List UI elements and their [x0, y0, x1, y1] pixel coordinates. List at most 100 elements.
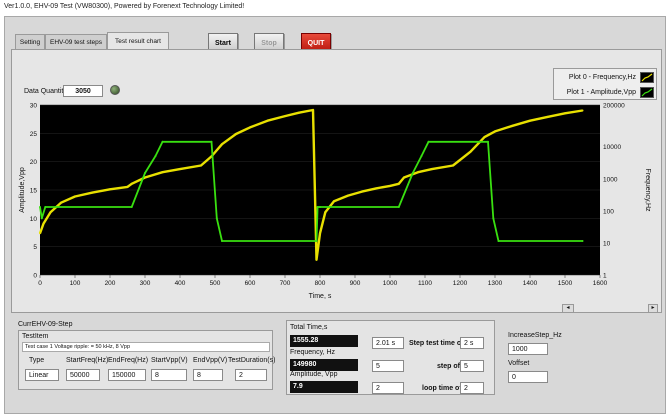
frequency-point: [546, 115, 549, 118]
frequency-point: [581, 109, 584, 112]
frequency-point: [389, 184, 391, 187]
x-tick-label: 1600: [593, 280, 608, 287]
frequency-point: [529, 119, 531, 122]
frequency-point: [397, 182, 400, 185]
amplitude-point: [215, 217, 218, 220]
frequency-point: [91, 191, 94, 194]
amplitude-point: [420, 155, 423, 157]
frequency-point: [249, 126, 251, 129]
frequency-point: [403, 176, 405, 179]
frequency-point: [333, 200, 335, 203]
test-duration-field[interactable]: 2: [235, 369, 267, 381]
frequency-point: [315, 258, 318, 261]
type-field[interactable]: Linear: [25, 369, 59, 381]
x-axis-label: Time, s: [309, 293, 332, 300]
x-tick-label: 900: [350, 280, 361, 287]
x-tick-label: 700: [280, 280, 291, 287]
x-tick-label: 1200: [453, 280, 468, 287]
frequency-point: [452, 164, 454, 167]
x-tick-label: 200: [105, 280, 116, 287]
frequency-point: [417, 171, 419, 174]
frequency-point: [298, 111, 300, 114]
amplitude-point: [39, 206, 41, 208]
y-axis-right-label: Frequency,Hz: [644, 168, 651, 212]
y-left-tick-label: 25: [30, 131, 38, 138]
scroll-left-button[interactable]: ◂: [562, 304, 574, 313]
legend-item-amplitude[interactable]: Plot 1 - Amplitude,Vpp: [556, 86, 656, 100]
current-step-field[interactable]: 5: [372, 360, 404, 372]
voffset-label: Voffset: [508, 360, 530, 367]
amplitude-point: [397, 206, 400, 208]
frequency-point: [39, 232, 41, 235]
amplitude-value: 7.9: [290, 381, 358, 393]
start-vpp-field[interactable]: 8: [151, 369, 187, 381]
frequency-point: [144, 176, 146, 179]
amplitude-point: [487, 140, 489, 143]
data-quantity-value: 3050: [63, 85, 103, 97]
y-right-tick-label: 1: [603, 273, 607, 280]
step-test-time-label: Step test time of: [409, 340, 464, 347]
frequency-point: [200, 164, 202, 167]
x-tick-label: 0: [38, 280, 42, 287]
elapsed-step-field[interactable]: 2.01 s: [372, 337, 404, 349]
amplitude-point: [315, 240, 318, 242]
x-tick-label: 1300: [488, 280, 503, 287]
frequency-point: [375, 187, 377, 190]
frequency-point: [324, 211, 327, 214]
frequency-point: [109, 188, 111, 191]
tab-setting[interactable]: Setting: [15, 34, 45, 49]
frequency-point: [469, 150, 472, 153]
increase-step-label: IncreaseStep_Hz: [508, 332, 562, 339]
tab-ehv09-test-steps[interactable]: EHV-09 test steps: [45, 34, 107, 49]
voffset-field[interactable]: 0: [508, 371, 548, 383]
amplitude-point: [144, 172, 146, 174]
total-time-label: Total Time,s: [290, 324, 328, 331]
x-tick-label: 100: [70, 280, 81, 287]
frequency-point: [319, 232, 321, 235]
legend-label: Plot 0 - Frequency,Hz: [568, 74, 636, 81]
y-left-tick-label: 20: [30, 159, 38, 166]
step-of-field[interactable]: 5: [460, 360, 484, 372]
plot-swatch-icon: [640, 72, 654, 83]
end-vpp-field[interactable]: 8: [193, 369, 223, 381]
current-loop-field[interactable]: 2: [372, 382, 404, 394]
end-freq-field[interactable]: 150000: [108, 369, 146, 381]
frequency-point: [42, 222, 45, 225]
amplitude-point: [44, 206, 47, 208]
frequency-point: [161, 171, 164, 174]
y-right-tick-label: 10000: [603, 144, 621, 151]
amplitude-point: [154, 155, 157, 157]
increase-step-field[interactable]: 1000: [508, 343, 548, 355]
x-tick-label: 1000: [383, 280, 398, 287]
header-start-freq: StartFreq(Hz): [66, 357, 109, 364]
frequency-point: [221, 143, 223, 146]
frequency-point: [511, 124, 514, 127]
y-right-tick-label: 10: [603, 240, 611, 247]
y-right-tick-label: 1000: [603, 176, 618, 183]
step-of-label: step of: [437, 363, 460, 370]
amplitude-point: [427, 140, 430, 143]
header-start-vpp: StartVpp(V): [151, 357, 188, 364]
start-freq-field[interactable]: 50000: [66, 369, 100, 381]
y-left-tick-label: 0: [33, 273, 37, 280]
frequency-point: [266, 119, 269, 122]
y-right-tick-label: 200000: [603, 103, 625, 110]
loop-time-field[interactable]: 2: [460, 382, 484, 394]
tab-test-result-chart[interactable]: Test result chart: [107, 32, 169, 49]
legend-item-frequency[interactable]: Plot 0 - Frequency,Hz: [556, 71, 656, 85]
scroll-right-button[interactable]: ▸: [648, 304, 658, 313]
header-test-duration: TestDuration(s): [228, 357, 276, 364]
data-quantity-label: Data Quantity: [24, 88, 67, 95]
x-tick-label: 1100: [418, 280, 432, 287]
x-tick-label: 300: [140, 280, 151, 287]
test-result-chart: 0 5 10 15 20 25 30 1 10 100 1000 10000 200000 0 100 2…: [19, 103, 651, 301]
amplitude-point: [210, 140, 213, 143]
amplitude-point: [411, 172, 414, 174]
step-test-time-field[interactable]: 2 s: [460, 337, 484, 349]
legend-label: Plot 1 - Amplitude,Vpp: [566, 89, 636, 96]
frequency-point: [347, 194, 349, 197]
frequency-point: [126, 185, 129, 188]
amplitude-point: [40, 217, 43, 220]
y-axis-left-label: Amplitude,Vpp: [19, 167, 26, 213]
frequency-point: [431, 168, 433, 171]
